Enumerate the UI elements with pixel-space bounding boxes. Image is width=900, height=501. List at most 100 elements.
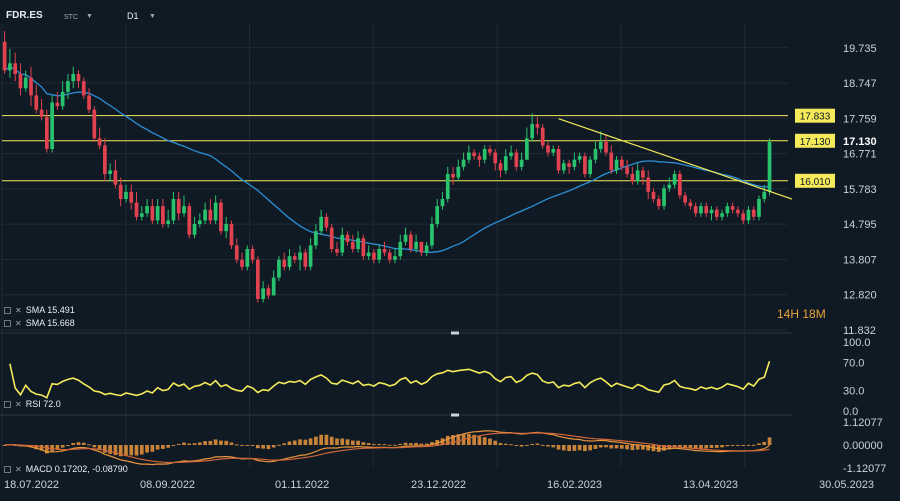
candle-body [630,174,635,182]
candle [372,249,376,264]
macd-histogram-bar [736,445,740,446]
candle-body [714,209,719,217]
macd-tick-label: 1.12077 [843,417,883,429]
caret-down-icon[interactable]: ▼ [86,13,93,20]
macd-histogram-bar [155,445,160,450]
candle [535,116,540,135]
settings-icon[interactable] [4,306,11,314]
level-label-bg [795,173,835,188]
candle-body [451,174,455,178]
macd-histogram-bar [234,444,239,446]
candle-body [435,206,440,224]
time-axis: 18.07.2022 08.09.2022 01.11.2022 23.12.2022… [4,479,874,491]
settings-icon[interactable] [4,319,11,327]
candle-body [298,252,302,260]
candle-body [609,152,614,171]
candle [277,256,281,282]
macd-histogram-bar [477,436,482,445]
candle [720,209,724,221]
candle [725,202,730,217]
close-icon[interactable]: ✕ [15,464,22,474]
macd-histogram-bar [525,445,529,446]
macd-signal-line [4,432,770,464]
candle [229,220,234,249]
candle [303,249,308,271]
panel-resize-handle [451,331,459,335]
close-icon[interactable]: ✕ [15,399,22,409]
macd-histogram-bar [255,445,260,449]
macd-histogram-bar [482,437,487,445]
level-label-text: 16.010 [800,177,831,188]
candle [124,184,128,203]
candle [704,202,709,217]
macd-histogram-bar [192,443,197,445]
timeframe-label[interactable]: D1 [127,11,139,21]
candle [656,195,661,210]
candle [445,166,450,203]
candle-body [161,206,165,224]
candle [477,152,482,167]
candle [271,270,276,296]
settings-icon[interactable] [4,465,11,473]
candle-body [625,166,629,174]
caret-down-icon[interactable]: ▼ [149,13,156,20]
candle [651,188,656,203]
candle-body [303,252,308,267]
candle-body [757,199,761,217]
macd-histogram-bar [340,438,345,445]
candle-body [50,102,54,149]
candle-body [467,152,471,160]
candle [488,145,492,157]
candle [113,159,118,189]
candle [245,245,250,271]
candle-body [8,63,12,71]
price-tick-label: 12.820 [843,290,877,302]
candle [572,152,577,171]
macd-histogram-bar [635,445,640,450]
candle [240,252,244,271]
candle [693,202,698,217]
macd-histogram-bar [372,444,376,446]
candle-body [113,170,118,185]
candle-body [372,252,376,260]
macd-histogram-bar [108,445,112,454]
timer-minutes: 18 [802,307,816,321]
candle [408,231,413,253]
exchange-label[interactable]: STC [64,14,78,21]
candle [208,199,213,224]
macd-histogram-bar [387,444,392,446]
macd-histogram-bar [361,442,366,445]
candle-body [398,241,403,257]
candle-body [314,231,318,246]
candle-body [683,195,687,203]
candle [81,77,86,99]
symbol-label[interactable]: FDR.ES [6,10,43,21]
macd-histogram-bar [503,443,508,445]
candle [451,166,455,185]
price-tick-label: 14.795 [843,219,877,231]
macd-histogram-bar [767,437,772,445]
macd-histogram-bar [39,445,44,451]
macd-histogram-bar [345,439,350,445]
macd-histogram-bar [213,439,218,445]
macd-histogram-bar [229,442,234,445]
macd-histogram-bar [44,445,49,454]
rsi-tick-label: 70.0 [843,358,864,370]
candle-body [377,249,382,260]
candle-body [704,206,709,214]
candle-body [92,109,97,139]
candle [182,195,186,217]
close-icon[interactable]: ✕ [15,305,22,315]
rsi-tick-label: 0.0 [843,406,858,418]
settings-icon[interactable] [4,400,11,408]
close-icon[interactable]: ✕ [15,318,22,328]
candle [567,159,571,174]
candle [577,152,582,164]
candle [234,238,239,264]
price-tick-label: 15.783 [843,184,877,196]
sma-label-1: SMA 15.491 [25,305,75,315]
macd-histogram-bar [519,445,524,447]
candle-body [414,241,418,249]
candle [76,70,81,89]
